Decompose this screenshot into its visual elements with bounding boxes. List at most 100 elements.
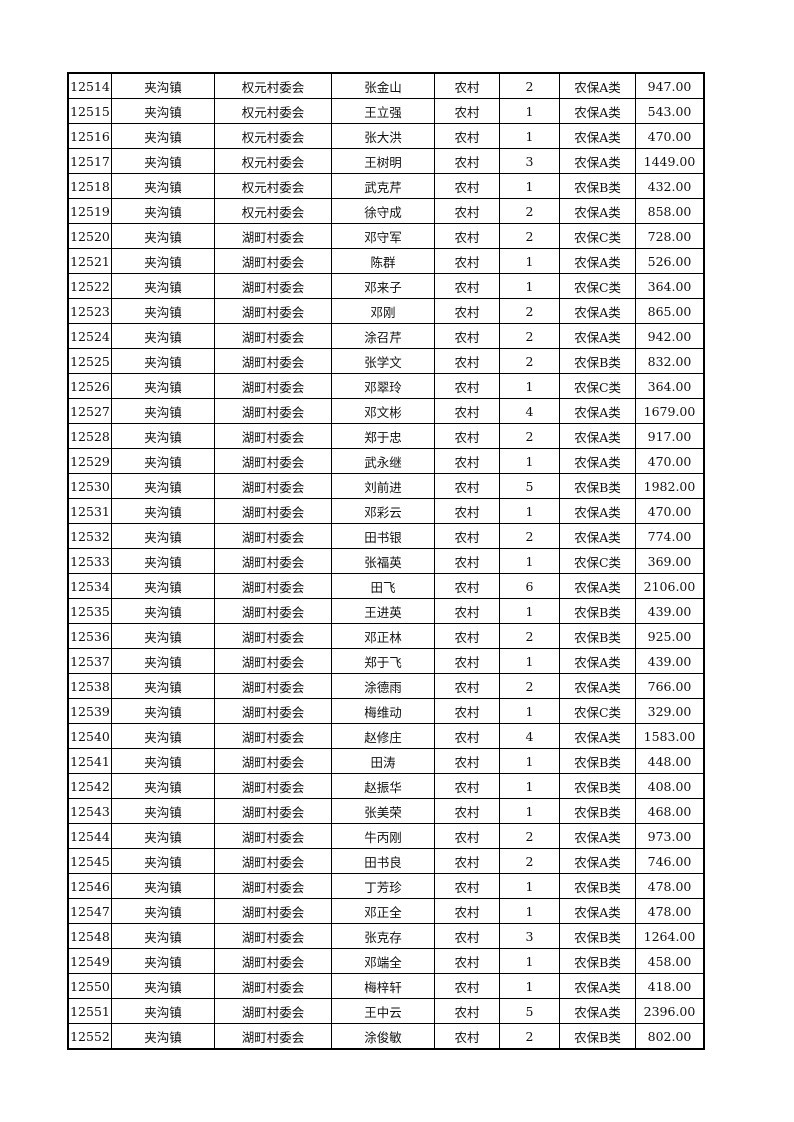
member-count-cell: 2 — [499, 323, 560, 349]
town-cell: 夹沟镇 — [111, 798, 215, 824]
insurance-class-cell: 农保B类 — [559, 773, 636, 799]
amount-cell: 470.00 — [635, 498, 705, 524]
record-id-cell: 12543 — [67, 798, 112, 824]
household-type-cell: 农村 — [434, 898, 500, 924]
household-type-cell: 农村 — [434, 823, 500, 849]
town-cell: 夹沟镇 — [111, 348, 215, 374]
insurance-class-cell: 农保A类 — [559, 98, 636, 124]
household-type-cell: 农村 — [434, 148, 500, 174]
record-id-cell: 12528 — [67, 423, 112, 449]
household-type-cell: 农村 — [434, 248, 500, 274]
village-committee-cell: 湖町村委会 — [214, 648, 332, 674]
town-cell: 夹沟镇 — [111, 923, 215, 949]
person-name-cell: 牛丙刚 — [331, 823, 435, 849]
table-row: 12521 夹沟镇 湖町村委会 陈群 农村 1 农保A类 526.00 — [67, 248, 705, 274]
amount-cell: 458.00 — [635, 948, 705, 974]
village-committee-cell: 湖町村委会 — [214, 873, 332, 899]
village-committee-cell: 湖町村委会 — [214, 823, 332, 849]
member-count-cell: 6 — [499, 573, 560, 599]
record-id-cell: 12533 — [67, 548, 112, 574]
household-type-cell: 农村 — [434, 573, 500, 599]
member-count-cell: 1 — [499, 373, 560, 399]
record-id-cell: 12547 — [67, 898, 112, 924]
record-id-cell: 12516 — [67, 123, 112, 149]
household-type-cell: 农村 — [434, 773, 500, 799]
record-id-cell: 12550 — [67, 973, 112, 999]
town-cell: 夹沟镇 — [111, 373, 215, 399]
record-id-cell: 12525 — [67, 348, 112, 374]
person-name-cell: 郑于飞 — [331, 648, 435, 674]
household-type-cell: 农村 — [434, 198, 500, 224]
person-name-cell: 涂俊敏 — [331, 1023, 435, 1050]
household-type-cell: 农村 — [434, 498, 500, 524]
town-cell: 夹沟镇 — [111, 773, 215, 799]
household-type-cell: 农村 — [434, 173, 500, 199]
amount-cell: 526.00 — [635, 248, 705, 274]
person-name-cell: 王进英 — [331, 598, 435, 624]
table-row: 12517 夹沟镇 权元村委会 王树明 农村 3 农保A类 1449.00 — [67, 148, 705, 174]
household-type-cell: 农村 — [434, 473, 500, 499]
person-name-cell: 梅维动 — [331, 698, 435, 724]
household-type-cell: 农村 — [434, 873, 500, 899]
record-id-cell: 12538 — [67, 673, 112, 699]
member-count-cell: 2 — [499, 623, 560, 649]
member-count-cell: 1 — [499, 798, 560, 824]
household-type-cell: 农村 — [434, 98, 500, 124]
person-name-cell: 刘前进 — [331, 473, 435, 499]
member-count-cell: 1 — [499, 548, 560, 574]
member-count-cell: 2 — [499, 348, 560, 374]
insurance-class-cell: 农保B类 — [559, 623, 636, 649]
village-committee-cell: 湖町村委会 — [214, 773, 332, 799]
insurance-class-cell: 农保A类 — [559, 973, 636, 999]
village-committee-cell: 权元村委会 — [214, 173, 332, 199]
record-id-cell: 12518 — [67, 173, 112, 199]
household-type-cell: 农村 — [434, 298, 500, 324]
household-type-cell: 农村 — [434, 623, 500, 649]
amount-cell: 802.00 — [635, 1023, 705, 1050]
table-row: 12534 夹沟镇 湖町村委会 田飞 农村 6 农保A类 2106.00 — [67, 573, 705, 599]
amount-cell: 1679.00 — [635, 398, 705, 424]
record-id-cell: 12542 — [67, 773, 112, 799]
amount-cell: 728.00 — [635, 223, 705, 249]
member-count-cell: 2 — [499, 198, 560, 224]
town-cell: 夹沟镇 — [111, 323, 215, 349]
person-name-cell: 徐守成 — [331, 198, 435, 224]
village-committee-cell: 湖町村委会 — [214, 1023, 332, 1050]
person-name-cell: 张克存 — [331, 923, 435, 949]
amount-cell: 418.00 — [635, 973, 705, 999]
person-name-cell: 田涛 — [331, 748, 435, 774]
member-count-cell: 2 — [499, 823, 560, 849]
record-id-cell: 12529 — [67, 448, 112, 474]
town-cell: 夹沟镇 — [111, 898, 215, 924]
table-row: 12537 夹沟镇 湖町村委会 郑于飞 农村 1 农保A类 439.00 — [67, 648, 705, 674]
insurance-class-cell: 农保A类 — [559, 448, 636, 474]
village-committee-cell: 湖町村委会 — [214, 298, 332, 324]
household-type-cell: 农村 — [434, 673, 500, 699]
village-committee-cell: 湖町村委会 — [214, 448, 332, 474]
amount-cell: 942.00 — [635, 323, 705, 349]
household-type-cell: 农村 — [434, 398, 500, 424]
household-type-cell: 农村 — [434, 848, 500, 874]
town-cell: 夹沟镇 — [111, 998, 215, 1024]
person-name-cell: 涂德雨 — [331, 673, 435, 699]
record-id-cell: 12520 — [67, 223, 112, 249]
amount-cell: 973.00 — [635, 823, 705, 849]
amount-cell: 369.00 — [635, 548, 705, 574]
member-count-cell: 1 — [499, 123, 560, 149]
person-name-cell: 田书良 — [331, 848, 435, 874]
table-row: 12538 夹沟镇 湖町村委会 涂德雨 农村 2 农保A类 766.00 — [67, 673, 705, 699]
table-row: 12540 夹沟镇 湖町村委会 赵修庄 农村 4 农保A类 1583.00 — [67, 723, 705, 749]
amount-cell: 470.00 — [635, 123, 705, 149]
amount-cell: 766.00 — [635, 673, 705, 699]
amount-cell: 746.00 — [635, 848, 705, 874]
household-type-cell: 农村 — [434, 223, 500, 249]
record-id-cell: 12532 — [67, 523, 112, 549]
village-committee-cell: 湖町村委会 — [214, 848, 332, 874]
town-cell: 夹沟镇 — [111, 523, 215, 549]
data-table: 12514 夹沟镇 权元村委会 张金山 农村 2 农保A类 947.00 12515 夹沟镇 权元村… — [67, 72, 705, 1050]
member-count-cell: 1 — [499, 273, 560, 299]
table-row: 12544 夹沟镇 湖町村委会 牛丙刚 农村 2 农保A类 973.00 — [67, 823, 705, 849]
insurance-class-cell: 农保A类 — [559, 898, 636, 924]
village-committee-cell: 湖町村委会 — [214, 798, 332, 824]
person-name-cell: 王中云 — [331, 998, 435, 1024]
